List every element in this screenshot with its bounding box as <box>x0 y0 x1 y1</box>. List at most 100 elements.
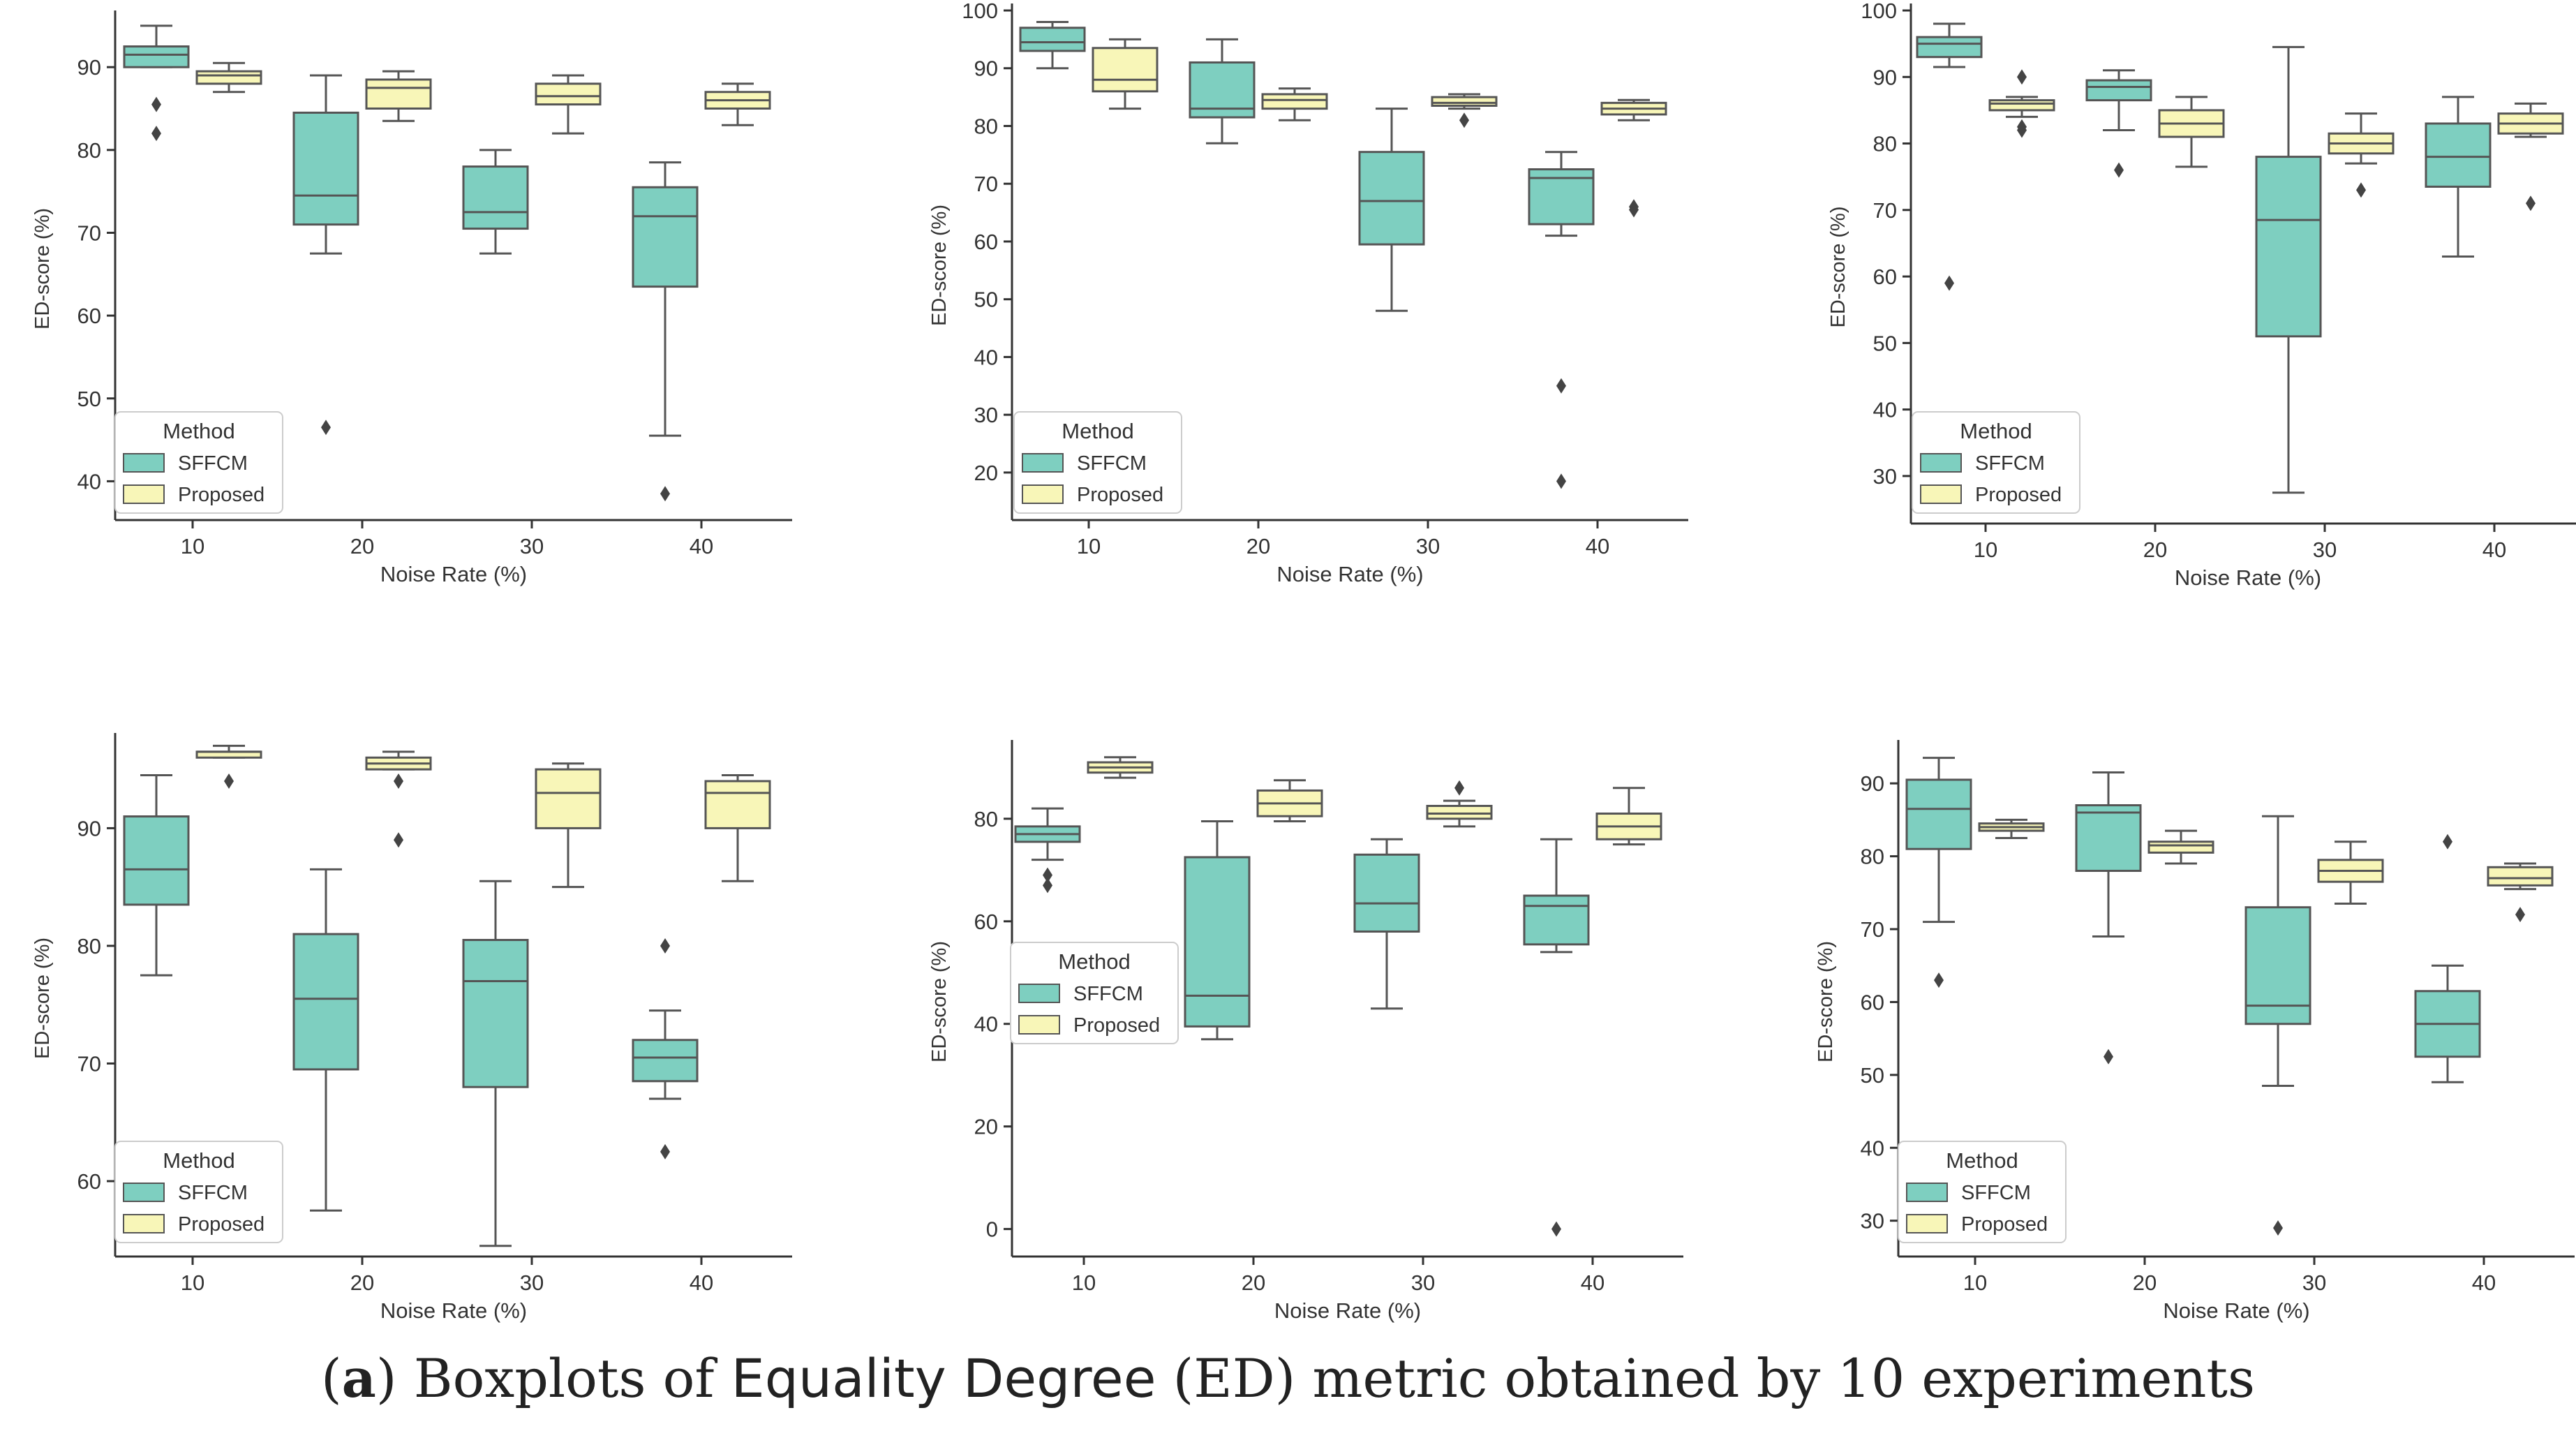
box-proposed-10 <box>1978 818 2045 840</box>
outlier-point <box>1934 972 1944 988</box>
outlier-point <box>2526 195 2536 212</box>
legend-title: Method <box>1960 419 2032 443</box>
legend-entry-label: Proposed <box>178 484 265 506</box>
caption-letter: a <box>341 1347 376 1409</box>
legend-title: Method <box>1062 419 1133 443</box>
y-tick-label: 50 <box>974 288 998 312</box>
x-tick-label: 20 <box>2143 538 2167 562</box>
y-tick-label: 20 <box>974 1115 998 1139</box>
legend-swatch-sffcm <box>123 453 165 473</box>
box-proposed-10 <box>1087 756 1154 779</box>
legend-swatch-proposed <box>1022 484 1064 504</box>
caption-open-paren: ( <box>321 1347 342 1409</box>
chart-panel-4: 60 70 80 90 10 20 30 40 Noise Rate (%) ED-score (… <box>31 733 792 1323</box>
box-proposed-10 <box>195 744 262 789</box>
x-tick-label: 10 <box>1963 1270 1987 1295</box>
box-sffcm-40 <box>632 161 699 502</box>
y-axis-label: ED-score (%) <box>31 208 54 329</box>
x-tick-label: 30 <box>1411 1270 1435 1295</box>
box-sffcm-20 <box>1184 820 1251 1041</box>
legend-entry-label: Proposed <box>1975 484 2062 506</box>
box-proposed-40 <box>2487 862 2554 923</box>
legend-swatch-sffcm <box>123 1183 165 1202</box>
y-tick-label: 80 <box>77 138 101 163</box>
box-body <box>2147 840 2214 854</box>
x-tick-label: 40 <box>1581 1270 1605 1295</box>
outlier-point <box>224 773 234 789</box>
box-body <box>2244 906 2311 1025</box>
box-sffcm-30 <box>2255 45 2322 494</box>
box-body <box>1916 36 1983 59</box>
y-tick-label: 30 <box>974 403 998 427</box>
box-body <box>2425 122 2492 188</box>
box-proposed-10 <box>195 61 262 94</box>
box-body <box>1092 47 1159 93</box>
box-proposed-40 <box>1595 787 1662 846</box>
box-proposed-30 <box>535 762 602 889</box>
legend: Method SFFCM Proposed <box>1898 1141 2067 1243</box>
y-tick-label: 90 <box>1873 65 1897 89</box>
box-proposed-40 <box>704 82 771 126</box>
boxplot-figure: 40 50 60 70 80 90 10 20 30 40 Noise Rate (%) ED-sco… <box>31 0 2576 1323</box>
y-axis-label: ED-score (%) <box>1815 941 1837 1062</box>
box-proposed-20 <box>2158 96 2225 168</box>
box-sffcm-30 <box>462 149 529 255</box>
box-sffcm-40 <box>2414 833 2481 1083</box>
outlier-point <box>2104 1048 2113 1065</box>
box-body <box>462 939 529 1088</box>
outlier-point <box>2356 182 2366 198</box>
outlier-point <box>151 126 161 142</box>
legend-title: Method <box>1946 1148 2018 1173</box>
legend-entry-label: Proposed <box>1073 1014 1160 1037</box>
legend-entry-label: SFFCM <box>1073 983 1143 1005</box>
x-tick-label: 20 <box>1242 1270 1265 1295</box>
y-tick-label: 80 <box>974 114 998 138</box>
y-tick-label: 40 <box>974 1012 998 1037</box>
outlier-point <box>1556 473 1566 489</box>
box-proposed-20 <box>1256 779 1323 823</box>
y-tick-label: 70 <box>1861 917 1884 942</box>
outlier-point <box>151 96 161 112</box>
x-tick-label: 10 <box>181 534 204 558</box>
box-proposed-30 <box>2328 112 2395 198</box>
y-tick-label: 30 <box>1873 464 1897 489</box>
legend-entry-label: SFFCM <box>178 452 248 475</box>
outlier-point <box>660 1143 670 1159</box>
box-sffcm-30 <box>2244 815 2311 1236</box>
box-body <box>535 82 602 106</box>
x-axis-label: Noise Rate (%) <box>1274 1298 1421 1323</box>
outlier-point <box>1944 275 1954 291</box>
box-sffcm-30 <box>1353 838 1420 1010</box>
chart-panel-2: 20 30 40 50 60 70 80 90 100 10 20 30 40 Noise Rate (%… <box>928 0 1688 586</box>
x-tick-label: 40 <box>1586 534 1609 558</box>
box-sffcm-10 <box>1014 807 1081 894</box>
legend-title: Method <box>163 1148 234 1173</box>
y-tick-label: 70 <box>77 221 101 245</box>
y-tick-label: 40 <box>974 345 998 369</box>
box-proposed-30 <box>1426 780 1493 828</box>
y-tick-label: 50 <box>77 387 101 411</box>
y-tick-label: 60 <box>974 910 998 934</box>
y-tick-label: 60 <box>77 304 101 328</box>
box-body <box>2075 804 2142 873</box>
box-body <box>632 186 699 288</box>
box-body <box>2487 866 2554 887</box>
outlier-point <box>2017 69 2027 85</box>
x-tick-label: 40 <box>2482 538 2506 562</box>
outlier-point <box>394 832 403 848</box>
legend: Method SFFCM Proposed <box>114 411 283 514</box>
caption-metric: Equality Degree <box>731 1347 1156 1409</box>
box-sffcm-20 <box>1189 38 1256 144</box>
caption-close-paren: ) <box>375 1347 397 1409</box>
y-axis-label: ED-score (%) <box>928 205 951 326</box>
box-sffcm-40 <box>2425 96 2492 258</box>
x-axis-label: Noise Rate (%) <box>380 562 527 586</box>
legend-swatch-sffcm <box>1018 984 1060 1003</box>
y-tick-label: 80 <box>1873 132 1897 156</box>
x-axis-label: Noise Rate (%) <box>380 1298 527 1323</box>
y-tick-label: 90 <box>1861 771 1884 796</box>
box-body <box>292 111 359 226</box>
box-proposed-40 <box>1600 98 1667 218</box>
x-axis-label: Noise Rate (%) <box>2175 565 2321 590</box>
y-tick-label: 80 <box>974 807 998 831</box>
